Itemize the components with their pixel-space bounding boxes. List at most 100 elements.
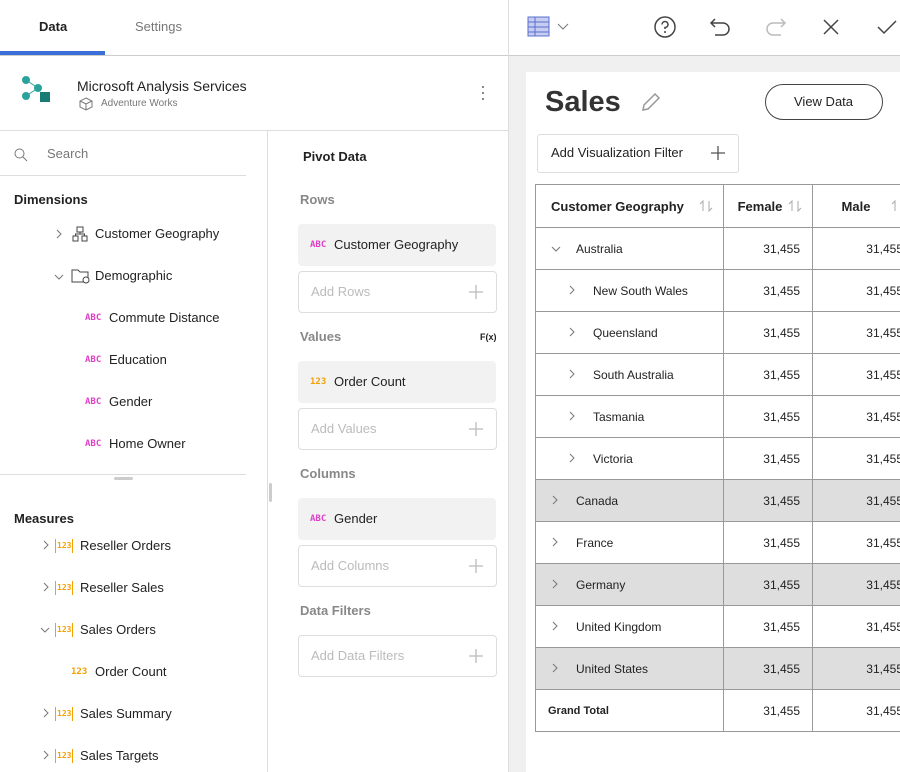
table-cell: 31,455 — [724, 564, 813, 606]
table-row: Germany31,45531,455 — [536, 564, 900, 606]
table-cell: 31,455 — [813, 396, 900, 438]
type-badge: ABC — [85, 392, 101, 412]
help-button[interactable] — [654, 16, 676, 38]
table-cell: 31,455 — [813, 690, 900, 732]
table-row: South Australia31,45531,455 — [536, 354, 900, 396]
column-header[interactable]: Customer Geography — [536, 185, 724, 228]
cell-text: 31,455 — [866, 368, 900, 382]
expand-arrow[interactable] — [568, 326, 593, 340]
redo-button[interactable] — [764, 17, 786, 37]
cell-text: 31,455 — [866, 662, 900, 676]
collapse-arrow[interactable] — [551, 242, 576, 256]
expand-arrow[interactable] — [42, 578, 50, 598]
section-title: Dimensions — [14, 190, 88, 210]
measure-group-badge: 123 — [55, 749, 73, 763]
tree-item[interactable]: Home Owner — [109, 434, 186, 454]
expand-arrow[interactable] — [551, 662, 576, 676]
tree-item[interactable]: Commute Distance — [109, 308, 220, 328]
field-chip[interactable] — [298, 498, 496, 540]
table-row: Queensland 31,45531,455 — [536, 312, 900, 354]
cell-text: 31,455 — [866, 410, 900, 424]
tree-item[interactable]: Sales Targets — [80, 746, 159, 766]
expand-arrow[interactable] — [551, 578, 576, 592]
table-cell: Canada — [536, 480, 724, 522]
expand-arrow[interactable] — [42, 704, 50, 724]
cell-text: 31,455 — [866, 704, 900, 718]
close-button[interactable] — [823, 19, 839, 35]
cell-text: 31,455 — [763, 452, 800, 466]
plus-icon — [469, 285, 483, 299]
edit-title[interactable] — [640, 91, 662, 113]
search-input[interactable]: Search — [47, 144, 88, 164]
undo-button[interactable] — [710, 17, 732, 37]
column-header[interactable]: Male — [813, 185, 900, 228]
tree-item[interactable]: Order Count — [95, 662, 167, 682]
expand-arrow[interactable] — [568, 368, 593, 382]
table-row: Grand Total31,45531,455 — [536, 690, 900, 732]
plus-icon — [711, 146, 725, 160]
expand-arrow[interactable] — [55, 229, 63, 239]
divider — [0, 55, 508, 56]
confirm-button[interactable] — [877, 19, 897, 35]
table-cell: Grand Total — [536, 690, 724, 732]
collapse-arrow[interactable] — [54, 273, 64, 281]
expand-arrow[interactable] — [568, 410, 593, 424]
cell-text: Canada — [576, 494, 618, 508]
plus-icon — [469, 649, 483, 663]
more-menu[interactable]: ··· — [475, 84, 493, 102]
expand-arrow[interactable] — [568, 284, 593, 298]
measure-group-badge: 123 — [55, 623, 73, 637]
expand-arrow[interactable] — [551, 494, 576, 508]
collapse-arrow[interactable] — [40, 620, 50, 640]
tab-settings[interactable]: Settings — [135, 17, 182, 37]
tree-item[interactable]: Reseller Sales — [80, 578, 164, 598]
formula-button[interactable]: F(x) — [480, 327, 497, 347]
tab-data[interactable]: Data — [39, 17, 67, 37]
table-cell: Tasmania — [536, 396, 724, 438]
table-cell: 31,455 — [724, 312, 813, 354]
column-header[interactable]: Female — [724, 185, 813, 228]
table-row: United Kingdom31,45531,455 — [536, 606, 900, 648]
button-label: Add Visualization Filter — [551, 143, 683, 163]
tree-item[interactable]: Customer Geography — [95, 224, 219, 244]
cell-text: 31,455 — [866, 578, 900, 592]
expand-arrow[interactable] — [551, 620, 576, 634]
table-cell: United States — [536, 648, 724, 690]
cell-text: Queensland — [593, 326, 658, 340]
tree-item[interactable]: Sales Orders — [80, 620, 156, 640]
type-badge: ABC — [85, 434, 101, 454]
hierarchy-icon — [72, 226, 88, 242]
cell-text: 31,455 — [763, 578, 800, 592]
split-handle[interactable] — [114, 477, 133, 480]
table-cell: 31,455 — [813, 312, 900, 354]
cell-text: 31,455 — [866, 536, 900, 550]
tree-item[interactable]: Reseller Orders — [80, 536, 171, 556]
table-row: New South Wales31,45531,455 — [536, 270, 900, 312]
drop-zone-label: Add Values — [311, 419, 377, 439]
visualization-title[interactable]: Sales — [545, 85, 621, 119]
tree-item[interactable]: Education — [109, 350, 167, 370]
table-cell: New South Wales — [536, 270, 724, 312]
table-cell: 31,455 — [724, 228, 813, 270]
table-cell: 31,455 — [813, 480, 900, 522]
chart-type-picker[interactable] — [528, 16, 572, 38]
table-cell: 31,455 — [724, 396, 813, 438]
tree-item[interactable]: Gender — [109, 392, 152, 412]
chip-label: Gender — [334, 509, 377, 529]
search-icon — [14, 148, 28, 162]
table-cell: 31,455 — [813, 648, 900, 690]
expand-arrow[interactable] — [42, 536, 50, 556]
expand-arrow[interactable] — [42, 746, 50, 766]
type-badge: ABC — [310, 235, 326, 255]
pivot-table: Customer GeographyFemaleMaleAustralia31,… — [535, 184, 900, 732]
tree-item[interactable]: Sales Summary — [80, 704, 172, 724]
chip-label: Order Count — [334, 372, 406, 392]
drop-zone-label: Add Data Filters — [311, 646, 404, 666]
tree-item[interactable]: Demographic — [95, 266, 172, 286]
cell-text: 31,455 — [763, 662, 800, 676]
cell-text: 31,455 — [866, 284, 900, 298]
expand-arrow[interactable] — [551, 536, 576, 550]
expand-arrow[interactable] — [568, 452, 593, 466]
resize-handle[interactable] — [269, 483, 272, 502]
